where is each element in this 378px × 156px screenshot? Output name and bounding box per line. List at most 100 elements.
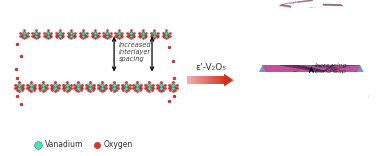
Polygon shape — [85, 84, 95, 89]
Polygon shape — [139, 31, 146, 35]
Polygon shape — [104, 31, 110, 35]
Polygon shape — [79, 29, 88, 34]
Polygon shape — [62, 84, 71, 89]
Bar — [208, 76, 210, 84]
Polygon shape — [86, 85, 94, 90]
Text: Oxygen: Oxygen — [104, 140, 133, 149]
Bar — [221, 76, 223, 84]
Polygon shape — [32, 33, 39, 38]
Polygon shape — [68, 31, 75, 35]
Polygon shape — [162, 29, 170, 34]
Polygon shape — [156, 84, 166, 89]
Bar — [222, 76, 224, 84]
Polygon shape — [127, 33, 134, 38]
Polygon shape — [73, 84, 83, 89]
Polygon shape — [103, 32, 111, 36]
Polygon shape — [15, 83, 23, 87]
Bar — [213, 76, 215, 84]
Polygon shape — [162, 32, 170, 36]
Circle shape — [259, 0, 364, 99]
Polygon shape — [50, 84, 60, 89]
Polygon shape — [91, 31, 99, 35]
Polygon shape — [103, 29, 111, 34]
Polygon shape — [115, 29, 123, 34]
Polygon shape — [169, 85, 177, 90]
Polygon shape — [121, 84, 130, 89]
Polygon shape — [43, 32, 52, 36]
Polygon shape — [145, 83, 153, 87]
Polygon shape — [14, 81, 24, 86]
Bar — [194, 76, 195, 84]
Bar — [257, 8, 366, 65]
Polygon shape — [151, 31, 158, 35]
Bar — [220, 76, 221, 84]
Polygon shape — [55, 32, 64, 36]
Polygon shape — [73, 81, 83, 86]
Polygon shape — [151, 33, 158, 38]
Polygon shape — [97, 84, 107, 89]
Polygon shape — [110, 85, 118, 90]
Bar — [223, 76, 225, 84]
Polygon shape — [126, 29, 135, 34]
Polygon shape — [157, 85, 165, 90]
Bar — [253, 72, 370, 156]
Bar — [204, 76, 206, 84]
Bar — [196, 76, 198, 84]
Polygon shape — [74, 85, 82, 90]
Polygon shape — [26, 81, 36, 86]
Polygon shape — [80, 31, 87, 35]
Bar — [187, 76, 189, 84]
Polygon shape — [85, 81, 95, 86]
Polygon shape — [109, 84, 119, 89]
Polygon shape — [68, 33, 75, 38]
Text: CB: CB — [299, 30, 324, 48]
Polygon shape — [86, 83, 94, 87]
Polygon shape — [67, 32, 76, 36]
Polygon shape — [38, 81, 48, 86]
Polygon shape — [91, 29, 99, 34]
Polygon shape — [163, 31, 170, 35]
Polygon shape — [144, 81, 154, 86]
Text: Increasing
Band Gap: Increasing Band Gap — [315, 63, 348, 74]
Polygon shape — [109, 81, 119, 86]
Text: 1 μm: 1 μm — [283, 0, 297, 4]
Polygon shape — [32, 32, 40, 36]
Polygon shape — [121, 81, 130, 86]
Bar — [200, 76, 202, 84]
Polygon shape — [79, 32, 88, 36]
Circle shape — [254, 37, 368, 151]
Polygon shape — [150, 32, 159, 36]
Bar — [203, 76, 204, 84]
Polygon shape — [122, 83, 130, 87]
Bar — [214, 76, 216, 84]
Polygon shape — [20, 32, 28, 36]
Bar — [217, 76, 219, 84]
Bar — [218, 76, 220, 84]
Polygon shape — [122, 85, 130, 90]
Polygon shape — [110, 83, 118, 87]
Polygon shape — [133, 84, 142, 89]
Bar — [205, 76, 207, 84]
Polygon shape — [20, 29, 28, 34]
Polygon shape — [56, 31, 63, 35]
Polygon shape — [32, 29, 40, 34]
Bar — [212, 76, 214, 84]
Polygon shape — [157, 83, 165, 87]
Polygon shape — [32, 31, 39, 35]
Polygon shape — [169, 83, 177, 87]
Text: Vanadium: Vanadium — [45, 140, 83, 149]
Polygon shape — [43, 29, 52, 34]
Text: Increased
interlayer
spacing: Increased interlayer spacing — [119, 42, 152, 62]
Polygon shape — [150, 29, 159, 34]
FancyArrow shape — [224, 74, 234, 87]
Polygon shape — [74, 83, 82, 87]
Bar — [188, 76, 190, 84]
Text: ε’-V₂O₅: ε’-V₂O₅ — [196, 63, 227, 72]
Polygon shape — [62, 83, 71, 87]
Polygon shape — [156, 81, 166, 86]
Polygon shape — [104, 33, 110, 38]
Polygon shape — [51, 83, 59, 87]
Polygon shape — [91, 32, 99, 36]
Polygon shape — [44, 31, 51, 35]
Polygon shape — [97, 81, 107, 86]
